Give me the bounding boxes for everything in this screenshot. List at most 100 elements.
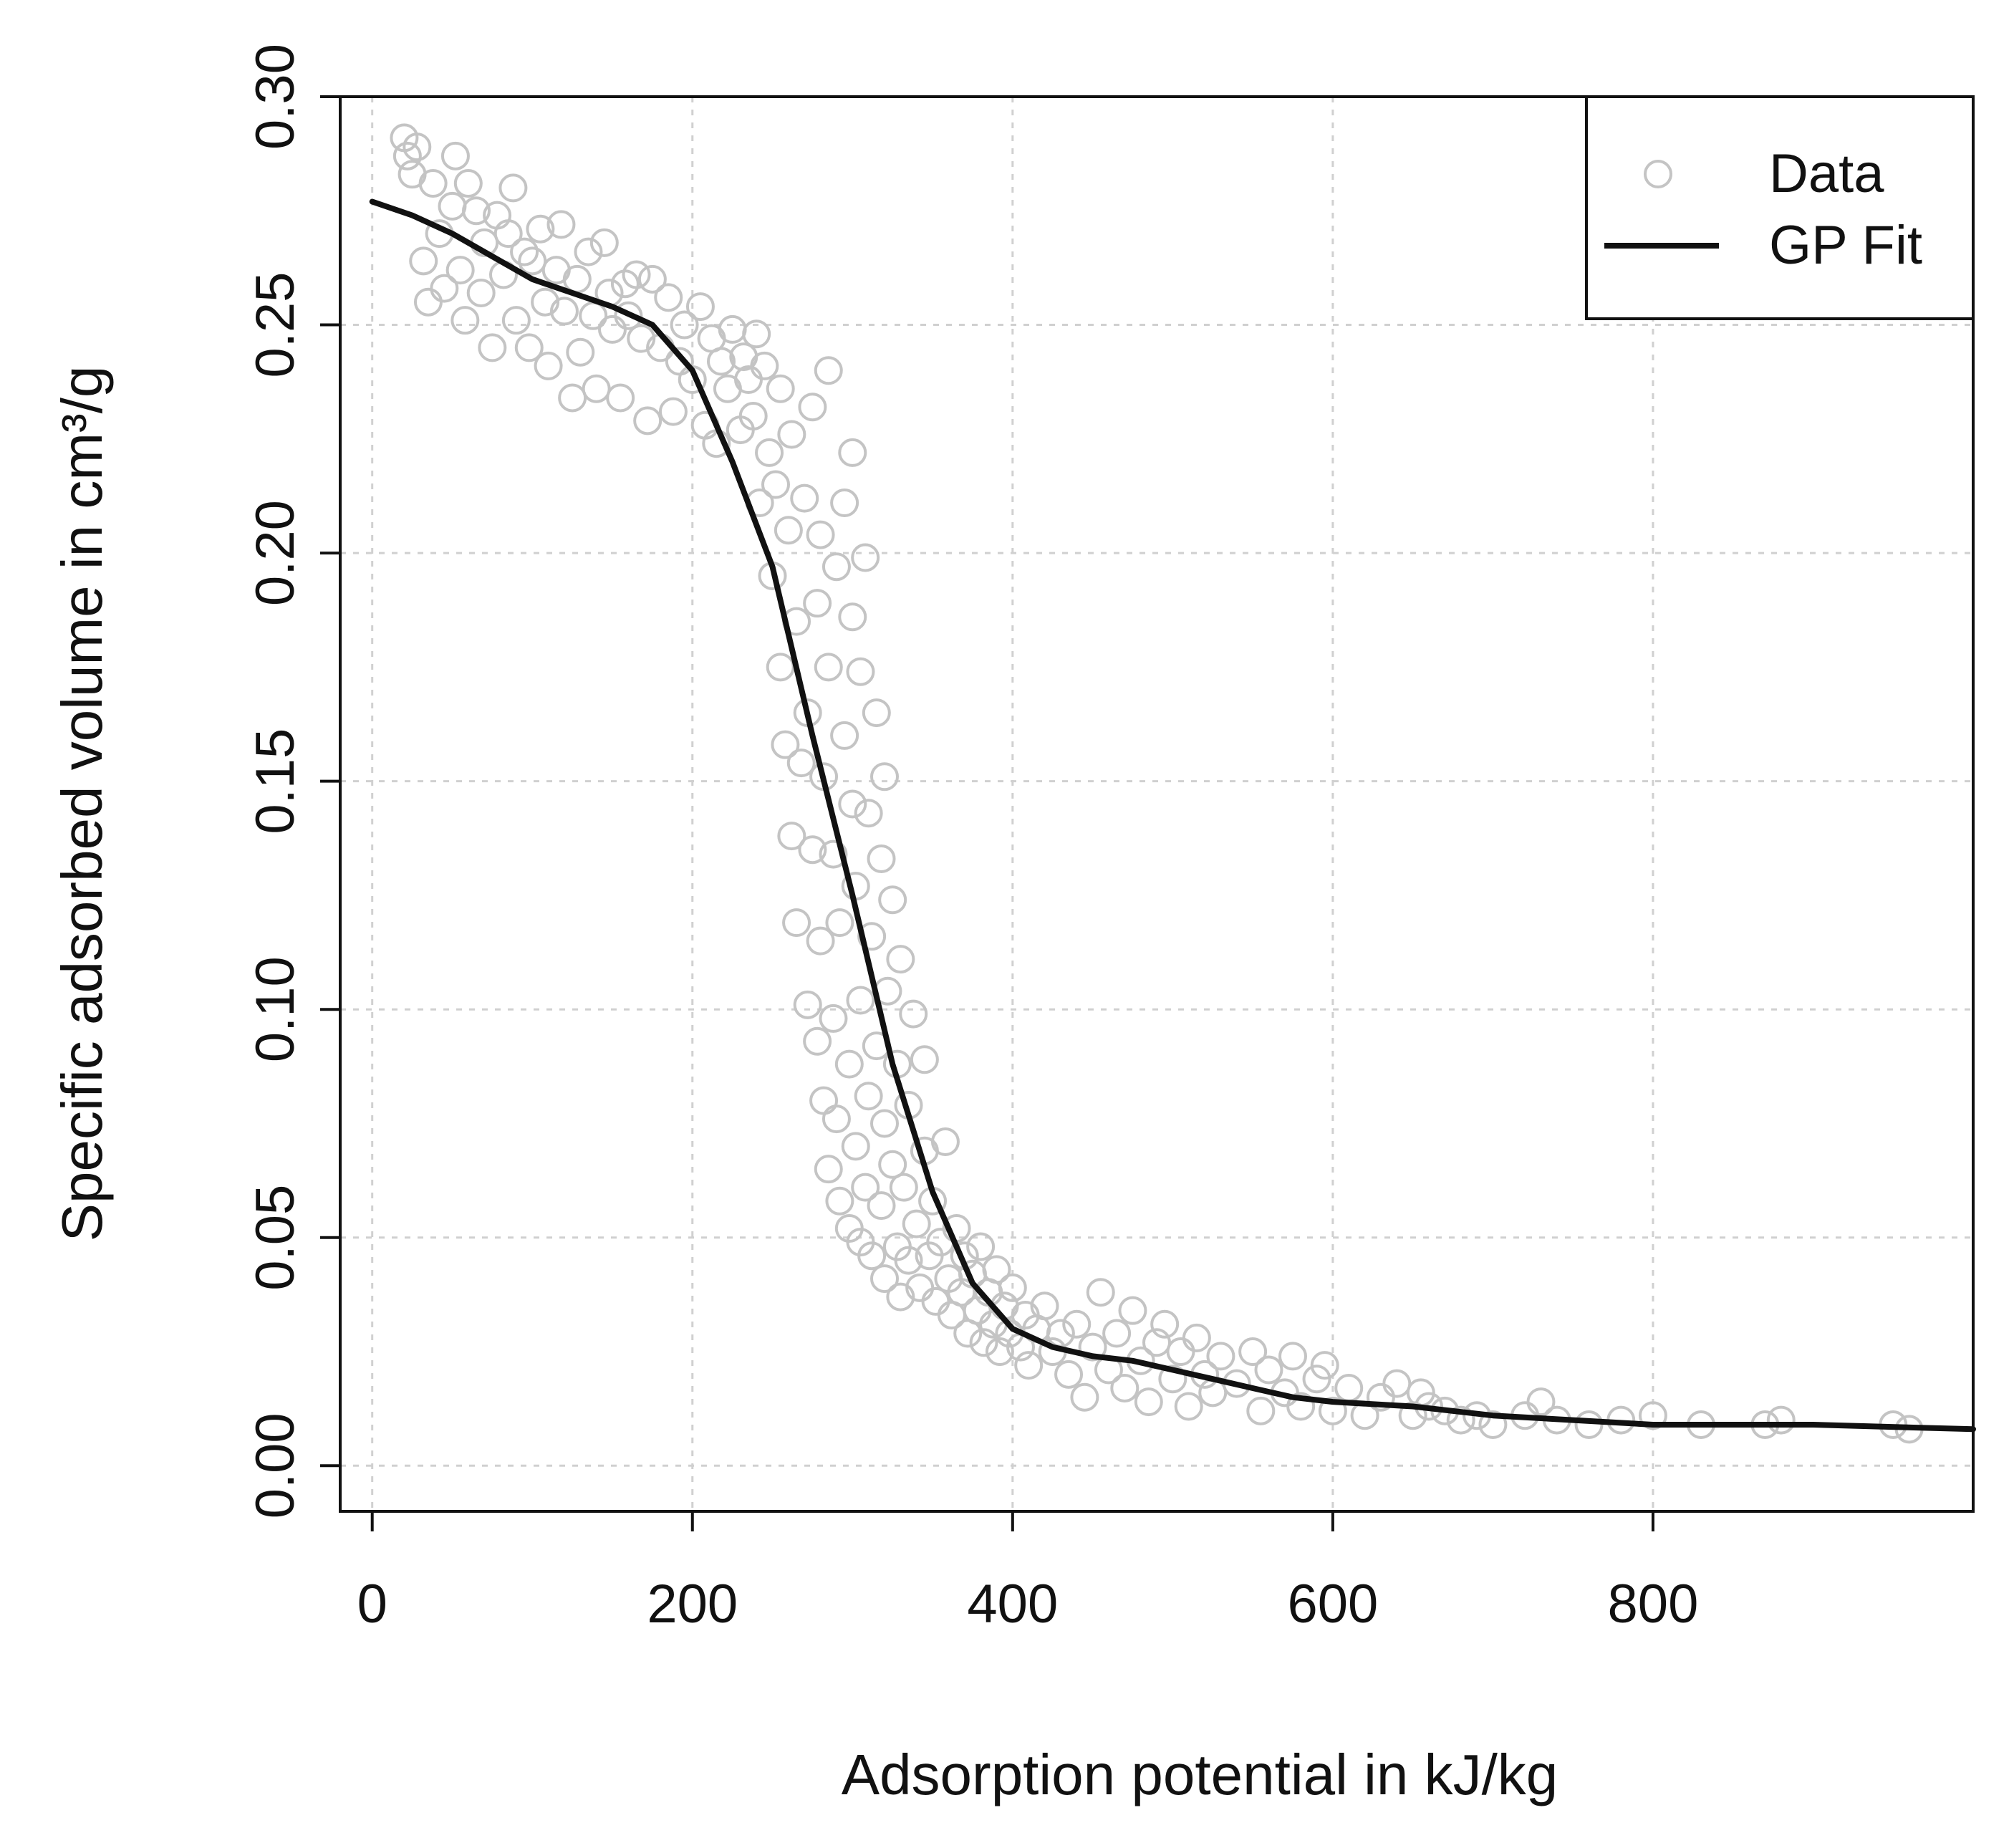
data-point xyxy=(738,401,768,430)
x-tick-label: 400 xyxy=(967,1574,1058,1635)
data-point xyxy=(825,908,854,938)
data-point xyxy=(734,365,763,394)
x-axis-title: Adsorption potential in kJ/kg xyxy=(842,1743,1558,1806)
y-tick-label: 0.30 xyxy=(245,44,306,150)
grid-lines xyxy=(340,95,1973,1511)
data-point xyxy=(838,602,867,632)
data-point xyxy=(450,306,480,335)
data-point xyxy=(889,1173,918,1202)
data-point xyxy=(790,483,819,513)
data-point xyxy=(822,552,851,582)
data-point xyxy=(838,438,867,467)
y-tick-label: 0.10 xyxy=(245,956,306,1062)
data-point xyxy=(857,1241,887,1271)
data-point xyxy=(633,406,662,435)
data-point xyxy=(658,397,688,426)
data-point xyxy=(803,589,832,618)
data-point xyxy=(982,1255,1011,1284)
data-point xyxy=(1182,1323,1211,1352)
data-point xyxy=(899,999,928,1029)
data-point xyxy=(798,393,827,422)
data-point xyxy=(867,1191,896,1221)
data-point xyxy=(867,844,896,873)
plot-frame xyxy=(339,95,1975,1513)
data-point xyxy=(846,657,875,686)
data-point xyxy=(814,1155,843,1184)
data-point xyxy=(910,1045,939,1074)
legend-data-label: Data xyxy=(1769,143,1884,204)
data-point xyxy=(440,141,470,170)
data-point xyxy=(750,351,779,380)
data-point xyxy=(854,799,883,828)
data-point xyxy=(1526,1387,1556,1417)
data-point xyxy=(707,347,736,376)
data-point xyxy=(857,922,887,951)
data-point xyxy=(825,1186,854,1216)
data-point xyxy=(870,1109,899,1138)
x-tick-label: 600 xyxy=(1287,1574,1378,1635)
data-point xyxy=(1238,1337,1268,1367)
data-point xyxy=(403,133,432,162)
data-point xyxy=(851,543,880,572)
data-point xyxy=(771,730,800,759)
data-point xyxy=(786,749,816,778)
data-point xyxy=(589,228,619,257)
data-point xyxy=(501,306,531,335)
data-point xyxy=(777,822,806,851)
x-tick-label: 200 xyxy=(647,1574,738,1635)
data-point xyxy=(766,653,795,682)
data-point xyxy=(1574,1410,1604,1439)
data-point xyxy=(761,470,790,499)
data-point xyxy=(766,374,795,403)
data-point xyxy=(777,420,806,449)
data-point xyxy=(1302,1365,1331,1394)
y-tick-label: 0.00 xyxy=(245,1413,306,1519)
data-point xyxy=(498,173,528,203)
y-tick-label: 0.15 xyxy=(245,728,306,834)
data-point xyxy=(1102,1319,1132,1348)
data-point xyxy=(1766,1405,1796,1435)
data-point xyxy=(627,324,656,353)
data-point xyxy=(549,297,579,326)
data-point xyxy=(670,310,699,340)
data-point xyxy=(574,237,603,266)
data-point xyxy=(782,908,811,938)
data-point xyxy=(1318,1396,1347,1425)
data-point xyxy=(510,237,539,266)
data-point xyxy=(606,383,635,413)
data-point xyxy=(966,1232,996,1261)
legend-box xyxy=(1585,95,1975,320)
data-point xyxy=(531,287,560,317)
data-point xyxy=(870,762,899,791)
data-point xyxy=(1206,1342,1235,1371)
data-point xyxy=(1062,1309,1092,1339)
gp-fit-layer xyxy=(369,198,1976,1433)
data-point xyxy=(430,274,459,303)
data-point xyxy=(466,278,496,307)
data-point xyxy=(819,1004,848,1033)
data-point xyxy=(1254,1355,1283,1385)
data-point xyxy=(930,1127,960,1156)
data-point xyxy=(809,1086,839,1115)
data-point xyxy=(685,292,715,322)
data-point xyxy=(1086,1278,1115,1307)
y-axis: 0.00 0.05 0.10 0.15 0.20 0.25 0.30 xyxy=(245,44,340,1519)
data-point xyxy=(822,1105,851,1134)
data-point xyxy=(862,698,891,728)
y-tick-label: 0.05 xyxy=(245,1185,306,1291)
data-point xyxy=(886,945,915,974)
gp-fit-line xyxy=(369,198,1976,1433)
legend-data-marker xyxy=(1644,160,1672,188)
data-point xyxy=(1014,1351,1044,1380)
data-point xyxy=(445,256,475,285)
data-point xyxy=(870,1264,899,1294)
y-axis-title: Specific adsorbed volume in cm³/g xyxy=(50,366,114,1242)
data-point xyxy=(413,287,443,317)
data-point xyxy=(418,169,448,198)
data-point xyxy=(854,1082,883,1111)
data-point xyxy=(558,383,587,413)
data-point xyxy=(1246,1396,1276,1425)
data-point xyxy=(894,1246,923,1275)
data-point xyxy=(814,653,843,682)
